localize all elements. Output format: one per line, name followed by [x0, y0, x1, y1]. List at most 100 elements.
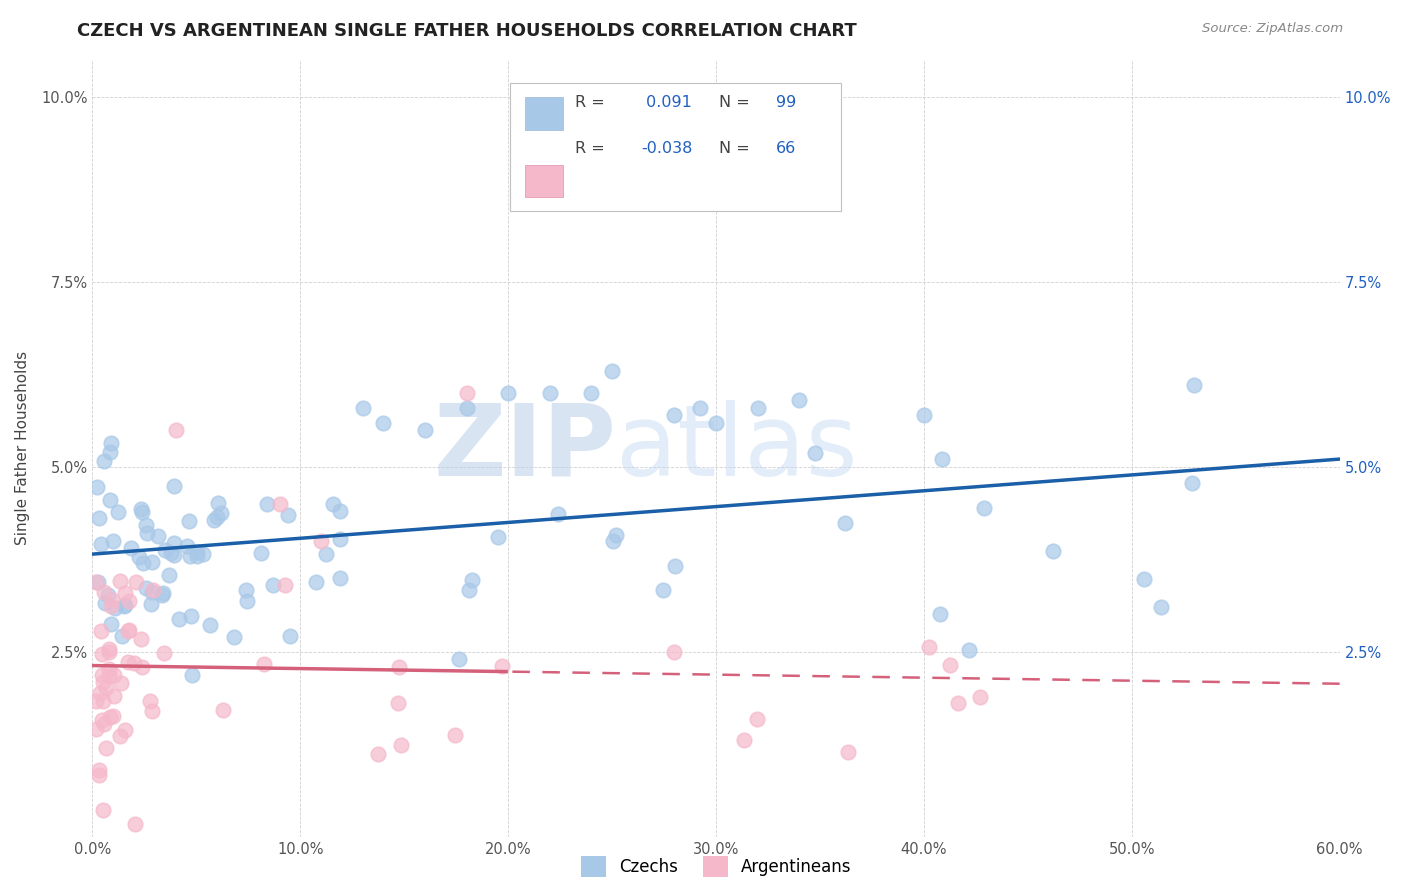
Point [98, 641, 121, 656]
Point [87, 511, 110, 525]
Point [141, 585, 163, 599]
Point [193, 547, 215, 561]
Text: N =: N = [718, 141, 755, 156]
Point [1182, 378, 1205, 392]
Point [135, 581, 157, 595]
Point [157, 568, 180, 582]
Point [177, 514, 200, 528]
Point [946, 696, 969, 710]
Point [136, 526, 159, 541]
Point [110, 676, 132, 690]
Point [202, 513, 225, 527]
Point [152, 586, 174, 600]
Point [93, 675, 115, 690]
Point [124, 656, 146, 670]
Point [209, 507, 232, 521]
Point [111, 629, 134, 643]
Legend: Czechs, Argentineans: Czechs, Argentineans [574, 850, 858, 883]
Point [1150, 599, 1173, 614]
Point [602, 533, 624, 548]
Point [101, 593, 124, 607]
Point [98, 669, 121, 683]
Point [98, 445, 121, 459]
Point [222, 630, 245, 644]
Point [142, 583, 165, 598]
Text: 0.091: 0.091 [641, 95, 692, 110]
Point [153, 542, 176, 557]
Point [315, 547, 337, 561]
Point [200, 618, 222, 632]
Point [305, 574, 328, 589]
Point [165, 423, 187, 437]
Point [180, 668, 202, 682]
Point [114, 586, 136, 600]
Point [496, 385, 519, 400]
Point [1181, 475, 1204, 490]
Point [103, 689, 125, 703]
Point [277, 508, 299, 522]
Point [912, 408, 935, 422]
Text: 99: 99 [776, 95, 796, 110]
Point [388, 660, 411, 674]
Point [322, 497, 344, 511]
Point [103, 533, 125, 548]
Point [114, 723, 136, 737]
Point [87, 768, 110, 782]
Point [112, 599, 135, 614]
Point [103, 708, 125, 723]
Point [131, 660, 153, 674]
Point [98, 645, 121, 659]
Point [91, 713, 114, 727]
Point [252, 657, 274, 671]
Point [129, 632, 152, 647]
Point [837, 745, 859, 759]
Point [689, 401, 711, 416]
Point [90, 624, 112, 639]
Point [274, 578, 297, 592]
Point [117, 624, 139, 638]
Point [117, 655, 139, 669]
Point [87, 574, 110, 589]
Text: 66: 66 [776, 141, 796, 156]
Point [458, 582, 481, 597]
Point [413, 423, 436, 437]
Text: Source: ZipAtlas.com: Source: ZipAtlas.com [1202, 22, 1343, 36]
Point [120, 541, 142, 555]
Point [179, 549, 201, 564]
Point [163, 479, 186, 493]
Point [104, 600, 127, 615]
Point [444, 728, 467, 742]
Point [98, 710, 121, 724]
Point [125, 575, 148, 590]
Point [107, 505, 129, 519]
Point [131, 556, 153, 570]
Point [235, 583, 257, 598]
Point [146, 529, 169, 543]
Point [153, 646, 176, 660]
Point [167, 612, 190, 626]
Point [100, 436, 122, 450]
Point [141, 555, 163, 569]
Point [973, 500, 995, 515]
Text: CZECH VS ARGENTINEAN SINGLE FATHER HOUSEHOLDS CORRELATION CHART: CZECH VS ARGENTINEAN SINGLE FATHER HOUSE… [77, 22, 858, 40]
Point [269, 497, 291, 511]
Point [131, 505, 153, 519]
Point [329, 571, 352, 585]
Point [449, 652, 471, 666]
Point [328, 532, 350, 546]
Point [86, 480, 108, 494]
Point [124, 816, 146, 830]
Point [969, 690, 991, 705]
Point [186, 545, 208, 559]
Point [141, 705, 163, 719]
Point [249, 546, 271, 560]
Point [834, 516, 856, 530]
Point [918, 640, 941, 655]
Point [491, 658, 513, 673]
Point [456, 385, 478, 400]
Point [456, 401, 478, 415]
Point [186, 549, 208, 564]
Point [538, 385, 561, 400]
FancyBboxPatch shape [510, 83, 841, 211]
Point [98, 493, 121, 508]
